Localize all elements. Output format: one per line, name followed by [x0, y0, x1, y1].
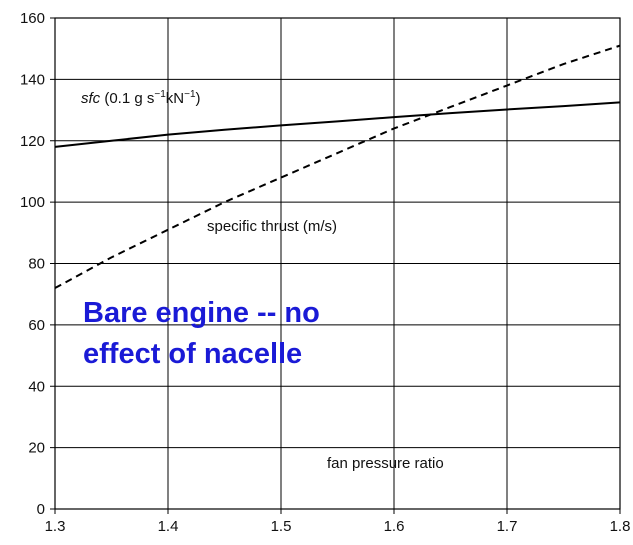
specific-thrust-line: [54, 44, 621, 289]
sfc-label: sfc (0.1 g s−1kN−1): [81, 89, 201, 107]
sfc-line: [54, 101, 621, 148]
sfc-label-italic: sfc: [81, 90, 101, 107]
overlay-text-line1: Bare engine -- no: [83, 297, 320, 329]
x-tick-label: 1.4: [158, 518, 179, 535]
y-tick-label: 160: [20, 10, 45, 27]
y-tick-label: 120: [20, 133, 45, 150]
x-axis-label: fan pressure ratio: [327, 455, 444, 472]
y-tick-label: 100: [20, 194, 45, 211]
sfc-label-sup1: −1: [154, 89, 166, 100]
x-tick-label: 1.8: [610, 518, 631, 535]
x-tick-labels: 1.3 1.4 1.5 1.6 1.7 1.8: [45, 518, 631, 535]
sfc-label-rest: (0.1 g s: [100, 90, 154, 107]
series-lines: [54, 44, 621, 289]
sfc-label-end: ): [196, 90, 201, 107]
thrust-label: specific thrust (m/s): [207, 218, 337, 235]
x-tick-label: 1.7: [497, 518, 518, 535]
sfc-label-mid: kN: [166, 90, 184, 107]
y-tick-label: 20: [28, 440, 45, 457]
y-tick-label: 40: [28, 378, 45, 395]
y-tick-label: 0: [37, 501, 45, 518]
overlay-text-line2: effect of nacelle: [83, 338, 302, 370]
y-tick-label: 60: [28, 317, 45, 334]
y-tick-labels: 0 20 40 60 80 100 120 140 160: [20, 10, 45, 518]
x-tick-label: 1.3: [45, 518, 66, 535]
x-tick-label: 1.6: [384, 518, 405, 535]
grid: [50, 17, 621, 514]
y-tick-label: 80: [28, 256, 45, 273]
y-tick-label: 140: [20, 71, 45, 88]
sfc-label-sup2: −1: [184, 89, 196, 100]
x-tick-label: 1.5: [271, 518, 292, 535]
